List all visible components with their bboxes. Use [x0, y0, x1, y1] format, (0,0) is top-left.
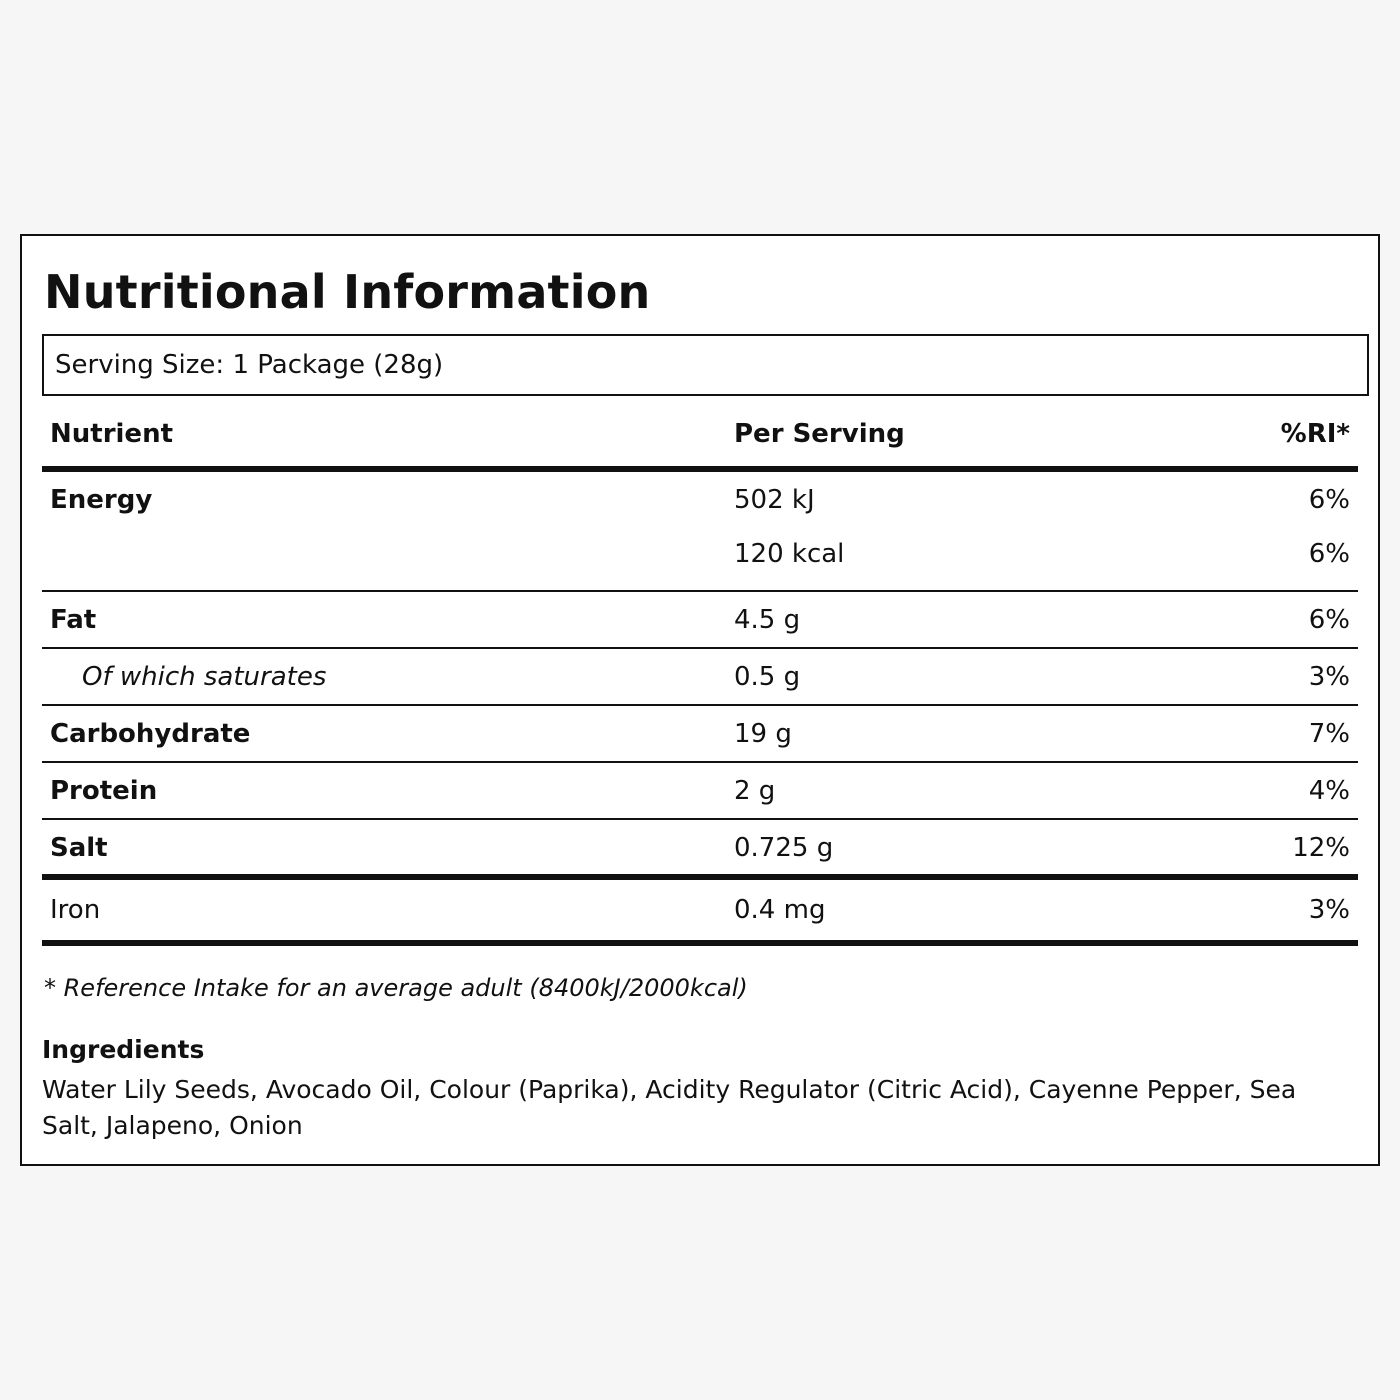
table-row-energy: Energy 502 kJ 6% 120 kcal 6% [42, 472, 1358, 592]
table-row-salt: Salt 0.725 g 12% [42, 820, 1358, 880]
nutrient-value: 4.5 g [734, 605, 801, 635]
header-per-serving: Per Serving [734, 419, 905, 449]
nutrient-ri: 3% [1308, 662, 1350, 692]
nutrient-ri: 6% [1308, 485, 1350, 515]
nutrient-ri-kcal: 6% [1308, 539, 1350, 569]
nutrient-value: 0.5 g [734, 662, 801, 692]
nutrient-name: Fat [50, 605, 97, 635]
ingredients-list: Water Lily Seeds, Avocado Oil, Colour (P… [42, 1075, 1297, 1140]
table-row-carbohydrate: Carbohydrate 19 g 7% [42, 706, 1358, 763]
nutrient-value-kcal: 120 kcal [734, 539, 845, 569]
nutrient-value: 0.4 mg [734, 895, 826, 925]
nutrient-name: Protein [50, 776, 158, 806]
header-nutrient: Nutrient [50, 419, 174, 449]
serving-size-box: Serving Size: 1 Package (28g) [42, 334, 1369, 396]
nutrient-ri: 7% [1308, 719, 1350, 749]
nutrient-ri: 4% [1308, 776, 1350, 806]
nutrient-name: Of which saturates [82, 662, 327, 692]
table-header-row: Nutrient Per Serving %RI* [42, 400, 1358, 472]
table-row-fat: Fat 4.5 g 6% [42, 592, 1358, 649]
table-row-iron: Iron 0.4 mg 3% [42, 880, 1358, 946]
nutrient-value: 0.725 g [734, 833, 834, 863]
nutrient-ri: 12% [1292, 833, 1350, 863]
nutrient-ri: 6% [1308, 605, 1350, 635]
nutrient-value: 2 g [734, 776, 776, 806]
table-row-protein: Protein 2 g 4% [42, 763, 1358, 820]
nutrient-value: 19 g [734, 719, 792, 749]
page-title: Nutritional Information [44, 265, 651, 319]
nutrient-value: 502 kJ [734, 485, 815, 515]
nutrient-name: Carbohydrate [50, 719, 251, 749]
nutrient-ri: 3% [1308, 895, 1350, 925]
nutrient-name: Iron [50, 895, 101, 925]
nutrient-name: Energy [50, 485, 153, 515]
header-ri: %RI* [1280, 419, 1350, 449]
nutrition-table: Nutrient Per Serving %RI* Energy 502 kJ … [42, 400, 1358, 946]
nutrition-label: Nutritional Information Serving Size: 1 … [20, 234, 1380, 1166]
table-row-saturates: Of which saturates 0.5 g 3% [42, 649, 1358, 706]
ri-footnote: * Reference Intake for an average adult … [44, 974, 748, 1002]
nutrient-name: Salt [50, 833, 108, 863]
ingredients-heading: Ingredients [42, 1035, 205, 1064]
